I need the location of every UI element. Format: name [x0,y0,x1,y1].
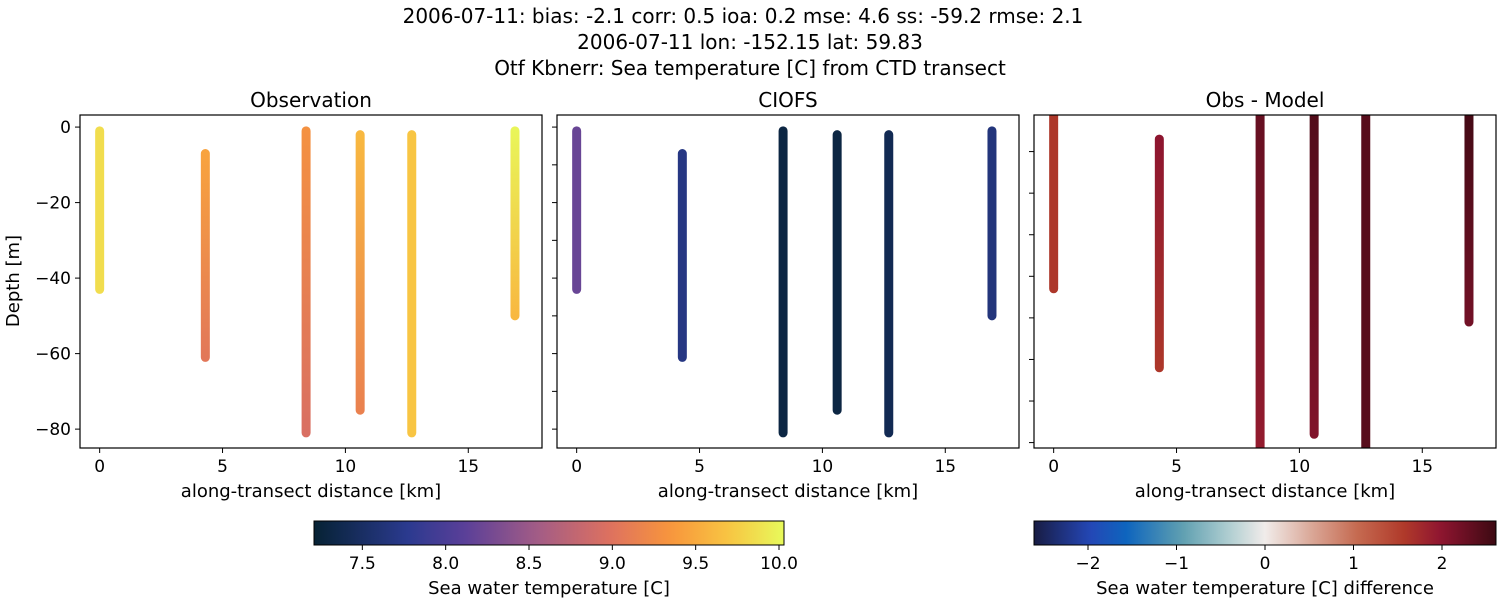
x-tick-label: 5 [1171,457,1182,477]
panel-title: CIOFS [758,88,817,112]
casts [100,131,515,433]
colorbar-tick-label: 7.5 [349,554,376,574]
plot-frame [1034,115,1496,448]
panel-ciofs: CIOFS along-transect distance [km] 0 5 10 1… [552,88,1019,502]
colorbar-gradient [1034,521,1496,545]
colorbar-tick-label: −1 [1164,554,1189,574]
figure-title-line-3: Otf Kbnerr: Sea temperature [C] from CTD… [494,56,1006,80]
x-tick-label: 0 [94,457,105,477]
colorbar-label: Sea water temperature [C] difference [1096,578,1434,599]
x-tick-label: 10 [812,457,834,477]
colorbar-tick-label: 2 [1437,554,1448,574]
figure-title-line-2: 2006-07-11 lon: -152.15 lat: 59.83 [577,30,923,54]
x-axis-label: along-transect distance [km] [1135,481,1395,502]
plot-frame [80,115,542,448]
x-tick-label: 10 [1289,457,1311,477]
colorbar-tick-label: 9.5 [682,554,709,574]
x-axis-label: along-transect distance [km] [181,481,441,502]
panel-title: Obs - Model [1206,88,1325,112]
colorbar-tick-label: 8.5 [515,554,542,574]
y-tick-label: 0 [60,118,71,138]
colorbar-label: Sea water temperature [C] [428,578,670,599]
y-tick-label: −60 [35,345,71,365]
y-tick-label: −80 [35,420,71,440]
y-tick-label: −40 [35,269,71,289]
figure-title-line-1: 2006-07-11: bias: -2.1 corr: 0.5 ioa: 0.… [403,4,1084,28]
x-tick-label: 15 [934,457,956,477]
panel-obs-minus-model: Obs - Model along-transect distance [km]… [1029,88,1496,502]
colorbar-tick-label: 9.0 [599,554,626,574]
panel-observation: Observation along-transect distance [km]… [3,88,542,502]
colorbar-tick-label: −2 [1075,554,1100,574]
colorbar-tick-label: 8.0 [432,554,459,574]
x-tick-label: 5 [217,457,228,477]
y-axis-label: Depth [m] [3,235,24,327]
casts [577,131,992,433]
x-tick-label: 15 [1411,457,1433,477]
colorbar-temperature: 7.5 8.0 8.5 9.0 9.5 10.0 Sea water temperatur… [314,521,798,599]
x-tick-label: 0 [571,457,582,477]
x-tick-label: 15 [457,457,479,477]
x-tick-label: 5 [694,457,705,477]
x-tick-label: 0 [1048,457,1059,477]
colorbar-difference: −2 −1 0 1 2 Sea water temperature [C] differ… [1034,521,1496,599]
colorbar-tick-label: 0 [1260,554,1271,574]
x-axis-label: along-transect distance [km] [658,481,918,502]
x-tick-label: 10 [335,457,357,477]
colorbar-gradient [314,521,784,545]
casts [1054,110,1469,463]
colorbar-tick-label: 1 [1348,554,1359,574]
y-tick-label: −20 [35,194,71,214]
plot-frame [557,115,1019,448]
colorbar-tick-label: 10.0 [760,554,798,574]
panel-title: Observation [250,88,372,112]
